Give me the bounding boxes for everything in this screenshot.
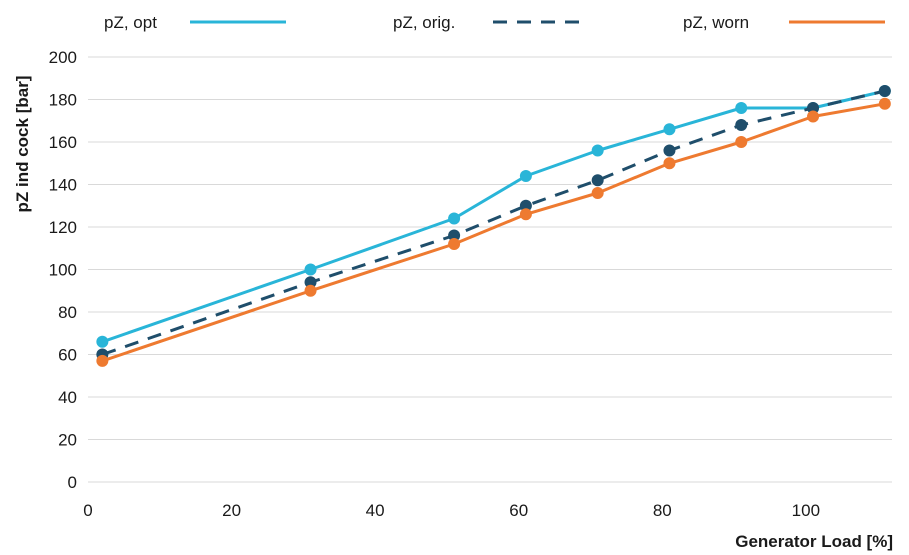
data-point <box>663 123 676 136</box>
data-point <box>591 144 604 157</box>
data-point <box>448 212 461 225</box>
data-point <box>878 97 891 110</box>
series-2 <box>96 85 891 361</box>
legend-label: pZ, orig. <box>393 13 455 32</box>
y-tick-label: 160 <box>49 133 77 152</box>
data-point <box>304 263 317 276</box>
y-tick-label: 140 <box>49 176 77 195</box>
data-point <box>735 102 748 114</box>
y-tick-label: 60 <box>58 346 77 365</box>
data-point <box>735 136 748 148</box>
legend-item: pZ, opt <box>104 13 286 32</box>
legend-label: pZ, worn <box>683 13 749 32</box>
x-axis-title: Generator Load [%] <box>735 532 893 551</box>
y-tick-label: 180 <box>49 91 77 110</box>
y-axis-ticks: 0 20 40 60 80 100 120 140 160 180 200 <box>49 48 77 492</box>
y-axis-title: pZ ind cock [bar] <box>13 76 32 213</box>
legend-label: pZ, opt <box>104 13 157 32</box>
y-tick-label: 40 <box>58 388 77 407</box>
data-point <box>96 354 109 367</box>
x-axis-ticks: 0 20 40 60 80 100 <box>83 501 820 520</box>
y-tick-label: 20 <box>58 431 77 450</box>
data-point <box>807 102 820 114</box>
gridlines <box>88 56 892 483</box>
data-point <box>304 276 317 289</box>
y-tick-label: 120 <box>49 218 77 237</box>
data-point <box>519 170 532 182</box>
series-3 <box>96 97 891 367</box>
x-tick-label: 100 <box>792 501 820 520</box>
x-tick-label: 20 <box>222 501 241 520</box>
data-point <box>878 85 891 97</box>
series-1 <box>96 85 891 348</box>
series-line <box>101 89 886 356</box>
data-point <box>448 238 461 250</box>
data-point <box>591 187 604 199</box>
data-point <box>519 199 532 212</box>
data-point <box>448 229 461 242</box>
x-tick-label: 40 <box>366 501 385 520</box>
legend-item: pZ, worn <box>683 13 885 32</box>
data-point <box>96 335 109 348</box>
series-layer <box>96 85 891 367</box>
series-line <box>101 89 886 344</box>
data-point <box>735 119 748 131</box>
data-point <box>807 110 820 123</box>
x-tick-label: 60 <box>509 501 528 520</box>
data-point <box>591 174 604 187</box>
y-tick-label: 80 <box>58 303 77 322</box>
data-point <box>304 284 317 297</box>
data-point <box>519 208 532 221</box>
y-tick-label: 200 <box>49 48 77 67</box>
legend-item: pZ, orig. <box>393 13 589 32</box>
x-tick-label: 80 <box>653 501 672 520</box>
data-point <box>663 157 676 170</box>
x-tick-label: 0 <box>83 501 92 520</box>
y-tick-label: 100 <box>49 261 77 280</box>
legend: pZ, opt pZ, orig. pZ, worn <box>104 13 885 32</box>
y-tick-label: 0 <box>68 473 77 492</box>
data-point <box>663 144 676 157</box>
